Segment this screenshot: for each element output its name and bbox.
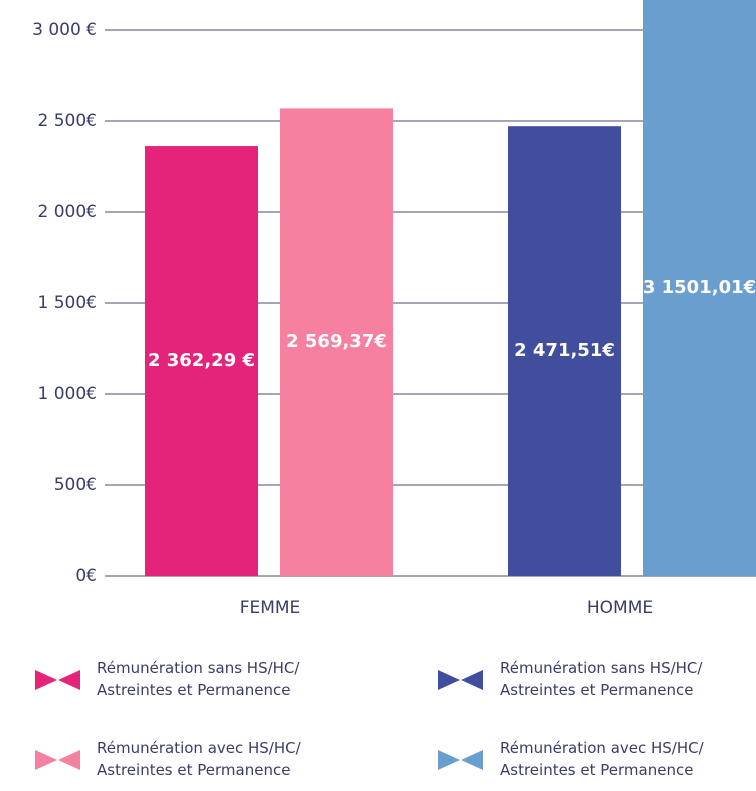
legend-swatch (35, 750, 80, 770)
legend-swatch (35, 670, 80, 690)
legend-label: Rémunération avec HS/HC/ Astreintes et P… (500, 739, 704, 779)
y-tick-label: 2 500€ (38, 111, 97, 131)
legend-label: Rémunération sans HS/HC/ Astreintes et P… (97, 659, 300, 699)
data-label: 2 362,29 € (148, 350, 255, 371)
bar (280, 108, 393, 576)
y-tick-label: 1 500€ (38, 293, 97, 313)
y-tick-label: 500€ (54, 475, 97, 495)
data-label: 2 471,51€ (514, 340, 615, 361)
x-tick-label: HOMME (587, 598, 653, 618)
bar (145, 146, 258, 576)
legend-swatch (438, 750, 483, 770)
bar (643, 0, 756, 576)
data-label: 3 1501,01€ (643, 277, 756, 298)
y-tick-label: 0€ (75, 566, 97, 586)
y-tick-label: 2 000€ (38, 202, 97, 222)
bar (508, 126, 621, 576)
y-tick-label: 3 000 € (32, 20, 97, 40)
data-label: 2 569,37€ (286, 331, 387, 352)
y-tick-label: 1 000€ (38, 384, 97, 404)
legend-label: Rémunération avec HS/HC/ Astreintes et P… (97, 739, 301, 779)
legend-swatch (438, 670, 483, 690)
x-tick-label: FEMME (240, 598, 301, 618)
legend-label: Rémunération sans HS/HC/ Astreintes et P… (500, 659, 703, 699)
